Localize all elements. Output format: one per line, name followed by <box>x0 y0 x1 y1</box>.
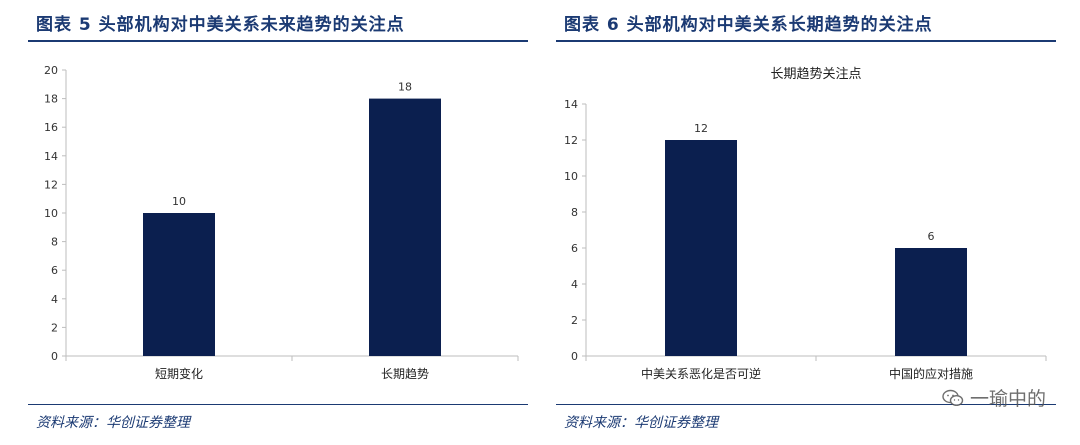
y-tick-label: 20 <box>44 64 58 77</box>
y-tick-label: 10 <box>44 207 58 220</box>
y-tick-label: 6 <box>51 264 58 277</box>
bar-1 <box>665 140 737 356</box>
y-tick-label: 8 <box>571 206 578 219</box>
figure-5-panel: 图表 5 头部机构对中美关系未来趋势的关注点 0 2 4 6 8 10 12 14 16 18 20… <box>28 0 528 445</box>
wechat-icon <box>942 389 964 406</box>
data-label: 10 <box>172 195 186 208</box>
y-tick-label: 18 <box>44 93 58 106</box>
y-tick-label: 10 <box>564 170 578 183</box>
data-label: 12 <box>694 122 708 135</box>
bar-1 <box>143 213 215 356</box>
y-tick-label: 2 <box>571 314 578 327</box>
data-label: 6 <box>928 230 935 243</box>
y-tick-label: 14 <box>44 150 58 163</box>
y-tick-label: 0 <box>51 350 58 363</box>
bar-2 <box>895 248 967 356</box>
watermark: 一瑜中的 <box>942 384 1046 411</box>
y-tick-label: 6 <box>571 242 578 255</box>
figure-6-chart: 长期趋势关注点 0 2 4 6 8 10 12 14 12 中美关系恶化是否可逆 6 中国的应对措施 <box>564 66 1047 381</box>
data-label: 18 <box>398 81 412 94</box>
y-tick-label: 2 <box>51 321 58 334</box>
y-tick-label: 4 <box>51 293 58 306</box>
figure-6-panel: 图表 6 头部机构对中美关系长期趋势的关注点 长期趋势关注点 0 2 4 6 8 10 12 1… <box>556 0 1056 445</box>
y-tick-label: 0 <box>571 350 578 363</box>
figure-6-source-rule <box>556 404 1056 405</box>
figure-5-source: 资料来源：华创证券整理 <box>36 415 190 431</box>
watermark-text: 一瑜中的 <box>969 388 1046 410</box>
figure-5-title: 图表 5 头部机构对中美关系未来趋势的关注点 <box>36 15 405 35</box>
category-label: 短期变化 <box>155 366 203 381</box>
category-label: 中美关系恶化是否可逆 <box>641 366 761 381</box>
y-tick-label: 8 <box>51 236 58 249</box>
category-label: 长期趋势 <box>381 367 429 381</box>
y-tick-label: 12 <box>564 134 578 147</box>
figure-5-source-rule <box>28 404 528 405</box>
figure-6-title: 图表 6 头部机构对中美关系长期趋势的关注点 <box>564 15 933 35</box>
figure-5-chart: 0 2 4 6 8 10 12 14 16 18 20 10 短期变化 18 长期趋势 <box>44 64 519 381</box>
y-tick-label: 12 <box>44 178 58 191</box>
category-label: 中国的应对措施 <box>889 366 973 381</box>
y-tick-label: 16 <box>44 121 58 134</box>
y-tick-label: 4 <box>571 278 578 291</box>
y-tick-label: 14 <box>564 98 578 111</box>
chart-title: 长期趋势关注点 <box>770 66 861 82</box>
bar-2 <box>369 98 441 356</box>
figure-6-title-rule <box>556 40 1056 42</box>
figure-5-title-rule <box>28 40 528 42</box>
figure-6-source: 资料来源：华创证券整理 <box>564 415 718 431</box>
